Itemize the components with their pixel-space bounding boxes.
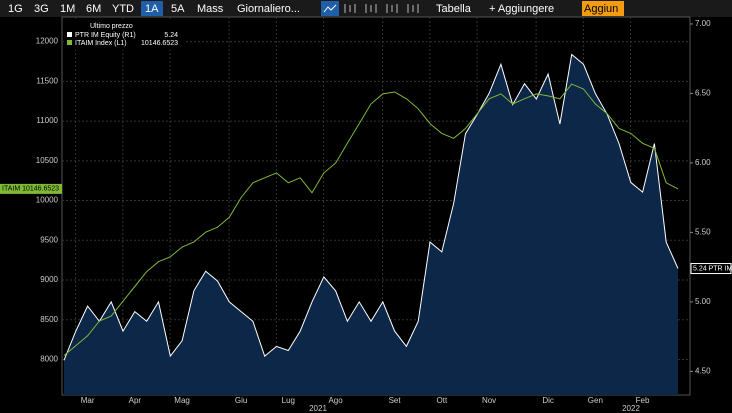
- y2-tick-label: 5.00: [695, 297, 711, 306]
- legend-title: Ultimo prezzo: [90, 23, 133, 30]
- chart-type-icon[interactable]: [344, 4, 356, 13]
- period-select[interactable]: Giornaliero...: [237, 3, 300, 15]
- y2-tick-label: 5.50: [695, 228, 711, 237]
- y-tick-label: 11000: [36, 116, 58, 125]
- x-tick-label: Giu: [235, 396, 247, 405]
- y-tick-label: 11500: [36, 76, 58, 85]
- legend-value: 5.24: [164, 32, 178, 39]
- add-short-bg[interactable]: [582, 1, 624, 16]
- x-tick-label: Ott: [437, 396, 448, 405]
- range-label[interactable]: 3G: [34, 3, 49, 15]
- range-button[interactable]: [141, 1, 163, 16]
- legend-label: ITAIM Index (L1): [75, 40, 127, 47]
- x-tick-label: Mar: [81, 396, 95, 405]
- tag-bg: [690, 263, 732, 275]
- x-tick-label: Ago: [328, 396, 343, 405]
- range-label[interactable]: 6M: [86, 3, 101, 15]
- x-tick-label: Set: [389, 396, 402, 405]
- x-tick-label: Lug: [282, 396, 295, 405]
- x-tick-label: Gen: [588, 396, 603, 405]
- range-button[interactable]: [4, 1, 26, 16]
- legend-value: 10146.6523: [141, 40, 178, 47]
- y2-tick-label: 7.00: [695, 19, 711, 28]
- range-label[interactable]: Mass: [197, 3, 224, 15]
- range-button[interactable]: [167, 1, 189, 16]
- line: [63, 83, 679, 356]
- range-label[interactable]: 1A: [145, 3, 159, 15]
- right-tag: 5.24 PTR IM: [693, 265, 732, 272]
- y-tick-label: 9000: [40, 275, 58, 284]
- range-button[interactable]: [56, 1, 78, 16]
- y-tick-label: 9500: [40, 235, 58, 244]
- chart-type-icon[interactable]: [407, 4, 419, 13]
- range-button[interactable]: [193, 1, 229, 16]
- range-button[interactable]: [30, 1, 52, 16]
- legend-swatch: [67, 32, 72, 37]
- range-label[interactable]: YTD: [112, 3, 134, 15]
- chart-type-icon[interactable]: [365, 4, 377, 13]
- year-label: 2021: [309, 404, 327, 413]
- x-tick-label: Feb: [636, 396, 650, 405]
- range-label[interactable]: 1M: [60, 3, 75, 15]
- y-tick-label: 8500: [40, 315, 58, 324]
- tag-bg: [0, 183, 62, 194]
- y-tick-label: 12000: [36, 37, 59, 46]
- range-label[interactable]: 5A: [171, 3, 185, 15]
- range-label[interactable]: 1G: [8, 3, 23, 15]
- y-tick-label: 10000: [36, 196, 59, 205]
- x-tick-label: Dic: [542, 396, 554, 405]
- y2-tick-label: 6.00: [695, 158, 711, 167]
- legend: [64, 20, 184, 50]
- left-tag: ITAIM 10146.6523: [2, 186, 59, 193]
- legend-label: PTR IM Equity (R1): [75, 32, 136, 39]
- x-tick-label: Mag: [174, 396, 190, 405]
- legend-swatch: [67, 40, 72, 45]
- line: [63, 53, 679, 361]
- area: [64, 54, 678, 395]
- y-tick-label: 8000: [40, 355, 58, 364]
- x-tick-label: Nov: [482, 396, 496, 405]
- y-tick-label: 10500: [36, 156, 59, 165]
- x-tick-label: Apr: [129, 396, 142, 405]
- table-button[interactable]: Tabella: [436, 3, 472, 15]
- add-short[interactable]: Aggiun: [584, 3, 618, 15]
- year-label: 2022: [622, 404, 640, 413]
- chart-type-icon: [323, 4, 337, 13]
- range-button[interactable]: [108, 1, 137, 16]
- add-button[interactable]: + Aggiungere: [489, 3, 554, 15]
- chart-type-icon[interactable]: [386, 4, 398, 13]
- y2-tick-label: 4.50: [695, 366, 711, 375]
- range-button[interactable]: [82, 1, 104, 16]
- y2-tick-label: 6.50: [695, 89, 711, 98]
